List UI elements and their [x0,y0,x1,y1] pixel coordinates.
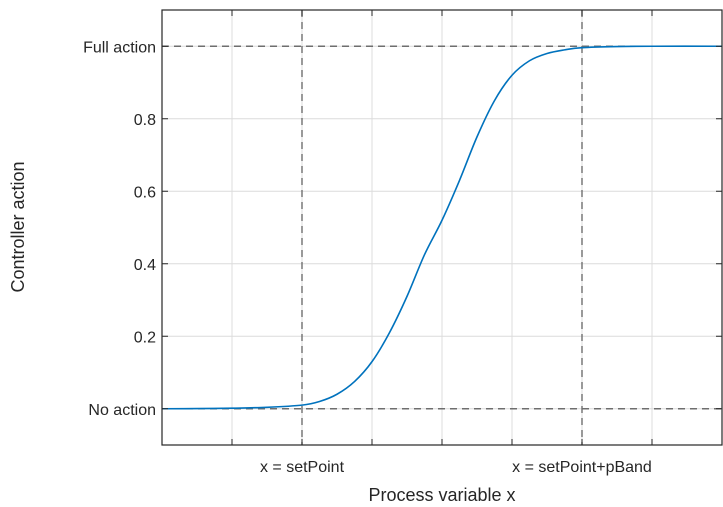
grid-layer [162,10,722,445]
y-tick-label: No action [88,402,156,419]
series-line-controller-action [161,45,723,410]
tick-layer [162,10,722,445]
series-layer [161,45,723,410]
y-tick-label: Full action [83,39,156,56]
y-axis-label: Controller action [8,161,28,292]
reference-lines [162,10,722,445]
x-tick-label: x = setPoint [260,459,345,476]
y-tick-label: 0.4 [134,257,156,274]
y-tick-label: 0.6 [134,184,156,201]
tick-label-layer: No action 0.2 0.4 0.6 0.8 Full action x = setP… [83,39,652,476]
y-tick-label: 0.2 [134,329,156,346]
x-tick-label: x = setPoint+pBand [512,459,652,476]
y-tick-label: 0.8 [134,112,156,129]
x-axis-label: Process variable x [368,485,515,505]
